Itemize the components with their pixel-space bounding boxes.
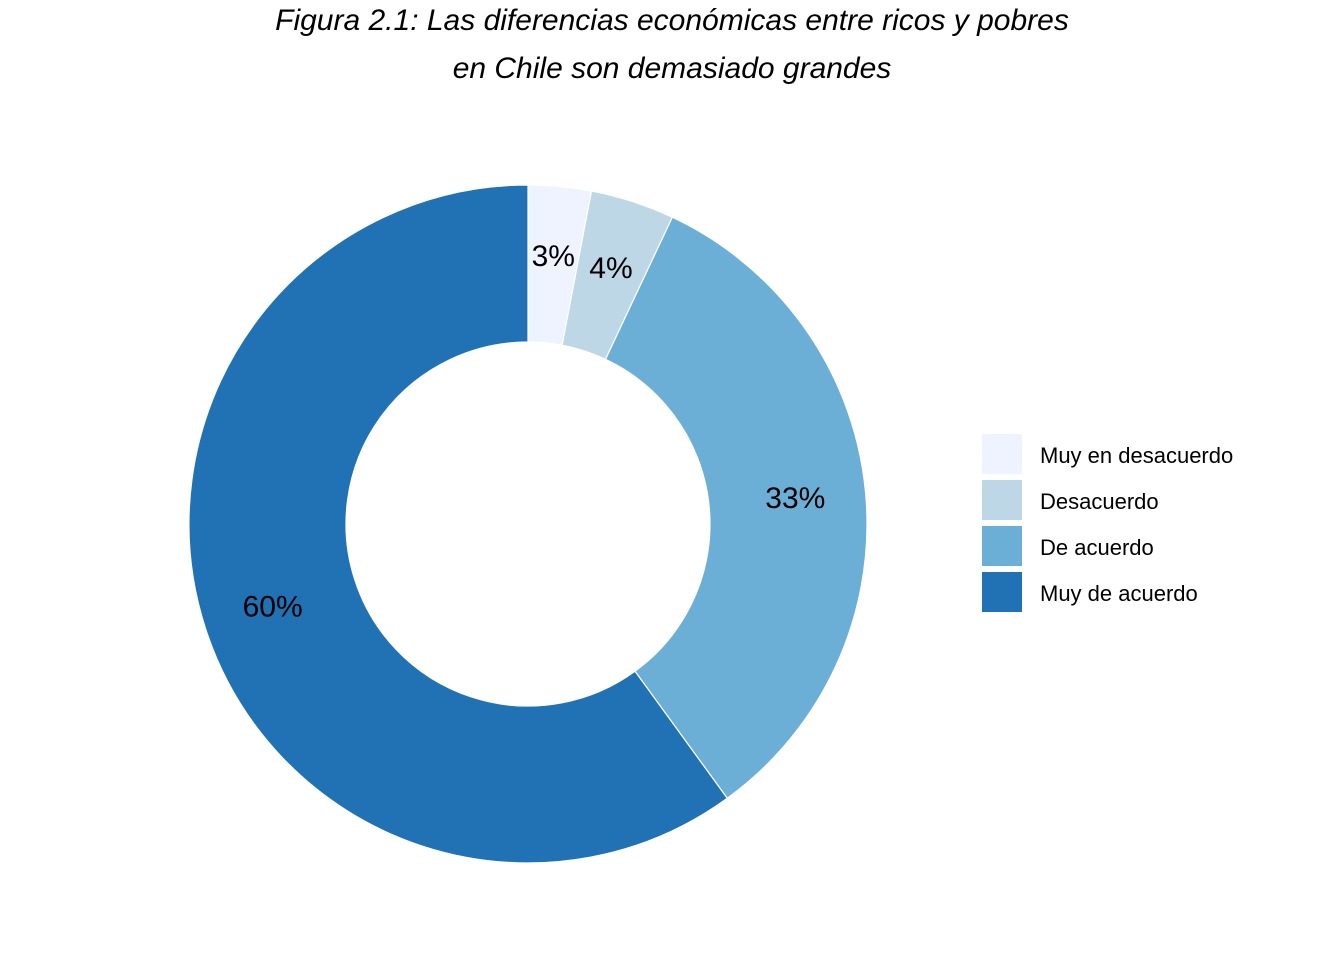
legend-label: De acuerdo: [1040, 535, 1154, 560]
slice-label-de-acuerdo: 33%: [765, 482, 825, 515]
slice-label-muy-en-desacuerdo: 3%: [532, 240, 575, 273]
chart-title-line-1: Figura 2.1: Las diferencias económicas e…: [275, 4, 1069, 37]
legend-label: Muy de acuerdo: [1040, 581, 1198, 606]
donut-slices: [188, 184, 868, 864]
legend-swatch: [982, 526, 1022, 566]
donut-slice-de-acuerdo: [604, 216, 868, 800]
legend-label: Muy en desacuerdo: [1040, 443, 1234, 468]
chart-title-line-2: en Chile son demasiado grandes: [452, 52, 892, 85]
legend-swatch: [982, 480, 1022, 520]
slice-label-desacuerdo: 4%: [589, 252, 632, 285]
slice-label-muy-de-acuerdo: 60%: [243, 590, 303, 623]
donut-slice-labels: 3% 4% 33% 60%: [243, 240, 826, 623]
legend-swatch: [982, 572, 1022, 612]
donut-slice-muy-de-acuerdo: [188, 184, 729, 864]
legend-label: Desacuerdo: [1040, 489, 1159, 514]
legend-swatch: [982, 434, 1022, 474]
